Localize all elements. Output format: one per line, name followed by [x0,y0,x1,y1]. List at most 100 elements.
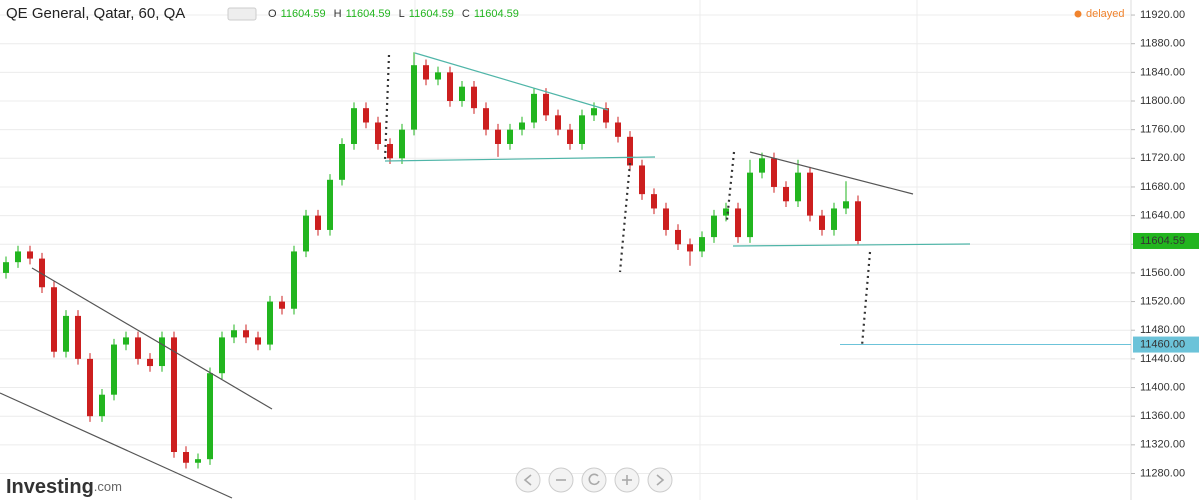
candle-body [807,172,813,216]
candle-body [3,262,9,273]
status: delayed [1086,8,1125,20]
candle-body [195,459,201,463]
ohlc-key: O [268,8,277,20]
watermark-suffix: .com [94,479,122,494]
candle-body [87,358,93,417]
candle-body [495,129,501,144]
candle-body [795,172,801,202]
candle-body [711,215,717,238]
candle-body [15,251,21,263]
trend-line [749,151,914,195]
ohlc-value: 11604.59 [281,8,326,20]
nav-buttons [515,467,673,493]
toolbar-icon[interactable] [227,7,257,21]
candle-body [63,315,69,352]
candle-body [399,129,405,159]
y-tick-label: 11680.00 [1140,181,1185,193]
candle-body [135,337,141,359]
candle-body [663,208,669,230]
candle-body [651,194,657,209]
candle-body [147,358,153,367]
y-tick-label: 11560.00 [1140,267,1185,279]
nav-right[interactable] [647,467,673,493]
icon [656,474,665,486]
plot: 11280.00 11320.00 11360.00 11400.00 11440.00… [0,9,1199,479]
ohlc-value: 11604.59 [409,8,454,20]
candle-body [615,122,621,137]
candle-body [243,330,249,338]
candle-body [471,86,477,109]
candle-body [603,108,609,123]
icon [523,474,532,486]
candle-body [39,258,45,288]
candle-body [699,237,705,252]
y-tick-label: 11520.00 [1140,295,1185,307]
last-price-label: 11604.59 [1140,235,1185,247]
trend-line [0,392,233,499]
candle-body [507,129,513,144]
candle-body [639,165,645,195]
level-box [1133,336,1199,353]
candle-body [579,115,585,144]
ohlc-value: 11604.59 [474,8,519,20]
candle-body [591,108,597,116]
y-tick-label: 11800.00 [1140,95,1185,107]
trend-line [732,243,971,247]
reset[interactable] [581,467,607,493]
candle-body [339,143,345,180]
dotted-line [860,251,872,347]
y-tick-label: 11720.00 [1140,152,1185,164]
ohlc-header: O 11604.59 H 11604.59 L 11604.59 C 11604.59 [268,8,519,20]
y-tick-label: 11760.00 [1140,124,1185,136]
candle-body [315,215,321,230]
candle-body [831,208,837,230]
candle-body [75,315,81,359]
candle-body [387,143,393,159]
candle-body [27,251,33,259]
status-dot [1074,10,1082,18]
candle-body [675,229,681,245]
y-tick-label: 11840.00 [1140,66,1185,78]
y-tick-label: 11360.00 [1140,410,1185,422]
candle-body [735,208,741,238]
y-tick-label: 11280.00 [1140,467,1185,479]
ohlc-key: C [462,8,470,20]
candle-body [747,172,753,238]
y-tick-label: 11640.00 [1140,210,1185,222]
trend-line [31,267,273,410]
trend-line [414,52,609,111]
level-label: 11460.00 [1140,338,1185,350]
nav-left[interactable] [515,467,541,493]
candle-body [627,136,633,166]
candle-body [459,86,465,102]
candle-body [855,201,861,241]
ohlc-value: 11604.59 [346,8,391,20]
candle-body [819,215,825,230]
candle-body [531,93,537,123]
candle-body [267,301,273,345]
candle-body [543,93,549,116]
candle-body [159,337,165,367]
y-tick-label: 11440.00 [1140,353,1185,365]
candle-body [303,215,309,252]
y-tick-label: 11880.00 [1140,38,1185,50]
candle-body [207,373,213,460]
trend-line [384,156,656,162]
candle-body [51,287,57,352]
dotted-line [618,162,632,273]
candle-body [327,179,333,230]
candle-body [351,108,357,144]
drawings [0,52,971,499]
candle-body [687,244,693,252]
candle-body [123,337,129,345]
candle-body [219,337,225,374]
ohlc-key: H [334,8,342,20]
candle-body [483,108,489,130]
watermark-name: Investing [6,476,94,498]
candle-body [279,301,285,309]
candle-body [291,251,297,309]
candle-body [759,158,765,173]
candle-body [519,122,525,130]
